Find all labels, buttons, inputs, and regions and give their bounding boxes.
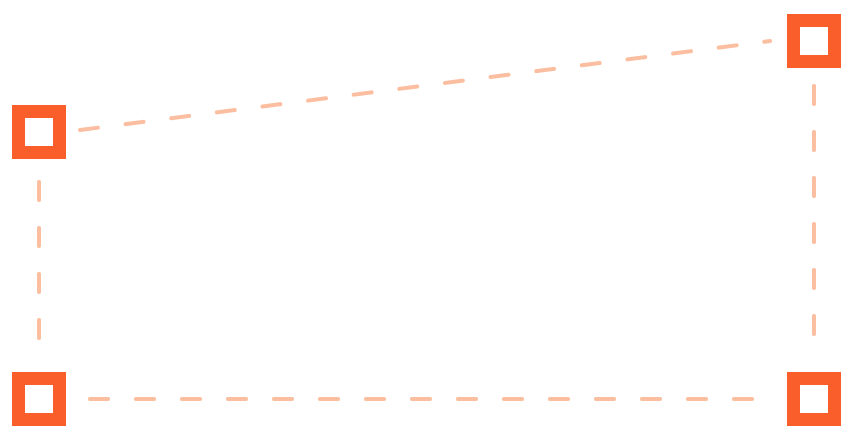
corner-handle-bottom-left[interactable] <box>12 372 66 426</box>
corner-handle-bottom-right[interactable] <box>787 372 841 426</box>
corner-handle-top-right[interactable] <box>787 14 841 68</box>
corner-handle-top-left[interactable] <box>12 105 66 159</box>
edge-top <box>78 39 772 132</box>
